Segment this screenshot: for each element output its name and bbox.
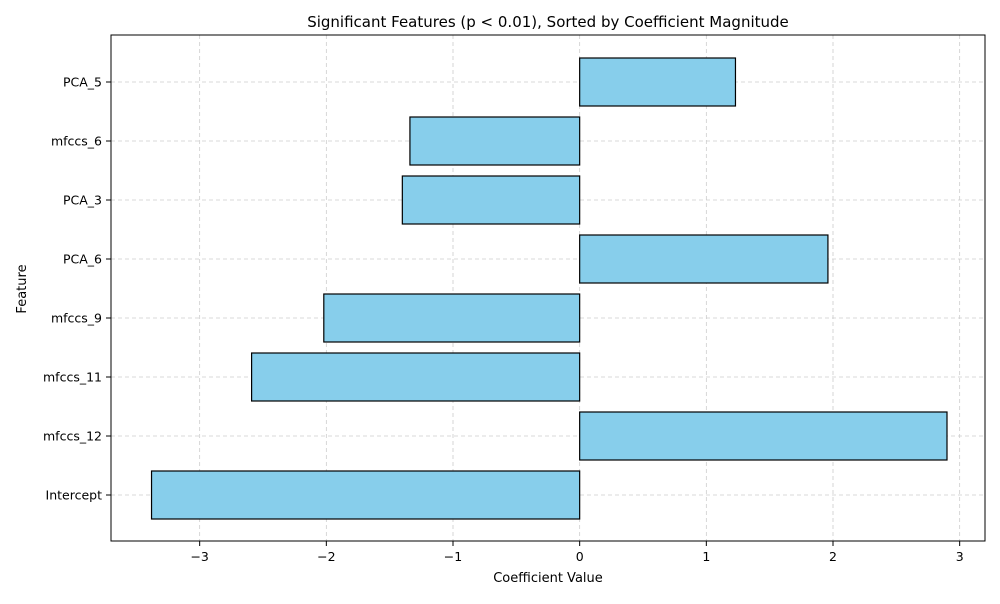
x-tick-label: 3	[956, 549, 964, 564]
y-tick-label: mfccs_6	[51, 134, 102, 149]
plot-frame	[110, 34, 986, 542]
bar-mfccs-6	[409, 116, 581, 166]
x-tick-label: −2	[317, 549, 335, 564]
bar-mfccs-12	[579, 411, 948, 461]
x-tick-label: 1	[702, 549, 710, 564]
x-tick-label: −3	[190, 549, 208, 564]
bar-pca-5	[579, 57, 737, 107]
bar-pca-3	[401, 175, 581, 225]
y-tick-label: Intercept	[46, 488, 103, 503]
y-axis-label: Feature	[15, 264, 30, 313]
bar-pca-6	[579, 234, 829, 284]
x-axis-label: Coefficient Value	[493, 571, 603, 586]
grid-layer	[111, 35, 985, 541]
y-tick-label: mfccs_12	[43, 429, 102, 444]
bar-intercept	[150, 470, 581, 520]
bar-mfccs-9	[323, 293, 581, 343]
chart-title: Significant Features (p < 0.01), Sorted …	[307, 13, 789, 31]
y-tick-label: PCA_5	[63, 75, 102, 90]
y-tick-label: PCA_6	[63, 252, 102, 267]
ticks-layer: −3 −2 −1 0 1 2 3 Intercept mfccs_12 mfccs_11 mfccs…	[43, 75, 964, 565]
x-tick-label: −1	[444, 549, 462, 564]
y-tick-label: mfccs_11	[43, 370, 102, 385]
bars-layer	[150, 57, 948, 520]
bar-mfccs-11	[251, 352, 581, 402]
x-tick-label: 2	[829, 549, 837, 564]
y-tick-label: mfccs_9	[51, 311, 102, 326]
x-tick-label: 0	[576, 549, 584, 564]
y-tick-label: PCA_3	[63, 193, 102, 208]
